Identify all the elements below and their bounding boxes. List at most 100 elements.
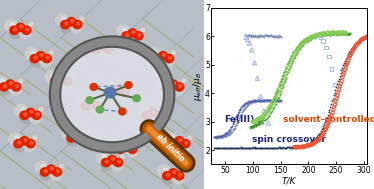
Point: [211, 136, 217, 139]
Circle shape: [87, 99, 96, 107]
Point: [324, 32, 330, 35]
Circle shape: [74, 14, 87, 26]
Point: [253, 124, 259, 127]
Point: [279, 77, 285, 80]
Point: [252, 146, 258, 149]
Point: [266, 147, 272, 150]
Point: [295, 145, 301, 148]
Point: [244, 147, 250, 150]
Point: [276, 146, 282, 149]
Point: [230, 146, 236, 149]
Point: [215, 146, 221, 149]
Circle shape: [115, 152, 128, 164]
Point: [237, 116, 243, 119]
Circle shape: [157, 165, 171, 177]
Circle shape: [68, 130, 71, 134]
Point: [359, 37, 365, 40]
Circle shape: [86, 130, 90, 134]
Point: [341, 32, 347, 35]
Point: [300, 145, 306, 148]
Point: [319, 134, 325, 137]
Circle shape: [30, 56, 42, 67]
Point: [331, 31, 337, 34]
Point: [270, 106, 276, 109]
Point: [257, 120, 263, 123]
Circle shape: [153, 54, 162, 63]
Text: solvent-controlled: solvent-controlled: [280, 115, 374, 124]
Point: [276, 98, 282, 101]
Point: [224, 146, 230, 149]
Point: [268, 146, 274, 149]
Point: [271, 98, 277, 101]
Circle shape: [178, 87, 181, 90]
Point: [261, 35, 267, 38]
Point: [302, 38, 308, 41]
Point: [264, 98, 270, 101]
Point: [271, 99, 277, 102]
Circle shape: [175, 83, 184, 91]
Circle shape: [0, 79, 4, 83]
Point: [285, 71, 291, 74]
Point: [266, 107, 272, 110]
Point: [351, 47, 357, 50]
Circle shape: [147, 48, 160, 60]
Point: [357, 40, 363, 43]
Point: [327, 106, 333, 109]
Point: [275, 99, 281, 102]
Circle shape: [91, 103, 102, 114]
Circle shape: [56, 14, 69, 26]
Point: [235, 111, 241, 114]
Point: [293, 47, 299, 50]
Point: [356, 41, 362, 44]
Point: [235, 146, 241, 149]
Point: [265, 146, 271, 149]
Circle shape: [137, 105, 150, 117]
Circle shape: [131, 149, 134, 153]
Point: [280, 83, 286, 86]
Point: [322, 33, 328, 36]
Circle shape: [53, 168, 62, 176]
Circle shape: [67, 136, 78, 146]
Point: [286, 69, 292, 72]
Point: [267, 34, 273, 37]
Point: [216, 135, 222, 138]
Point: [255, 121, 261, 124]
Point: [329, 100, 335, 103]
Circle shape: [173, 170, 176, 174]
Point: [287, 56, 293, 59]
Point: [248, 35, 254, 38]
Point: [274, 99, 280, 102]
Point: [240, 147, 246, 150]
Point: [269, 102, 275, 105]
Point: [270, 101, 276, 104]
Circle shape: [10, 22, 15, 26]
Point: [255, 123, 261, 126]
Point: [269, 110, 275, 113]
Point: [340, 31, 346, 34]
Circle shape: [27, 133, 40, 145]
Circle shape: [29, 22, 33, 26]
Point: [237, 114, 243, 117]
Circle shape: [162, 56, 174, 67]
Point: [364, 36, 370, 39]
Point: [321, 33, 327, 36]
Point: [329, 32, 335, 35]
Point: [254, 124, 260, 127]
Point: [239, 111, 245, 114]
Point: [275, 90, 281, 93]
Point: [258, 34, 264, 37]
Point: [302, 40, 308, 43]
Point: [301, 39, 307, 42]
Point: [264, 146, 270, 149]
Circle shape: [35, 161, 48, 173]
Point: [247, 126, 253, 129]
Circle shape: [100, 98, 104, 102]
Point: [284, 73, 290, 76]
Point: [304, 40, 310, 43]
Point: [332, 32, 338, 35]
Point: [300, 40, 306, 43]
Point: [276, 36, 282, 39]
Circle shape: [50, 170, 62, 180]
Circle shape: [92, 41, 96, 45]
Point: [258, 99, 264, 102]
